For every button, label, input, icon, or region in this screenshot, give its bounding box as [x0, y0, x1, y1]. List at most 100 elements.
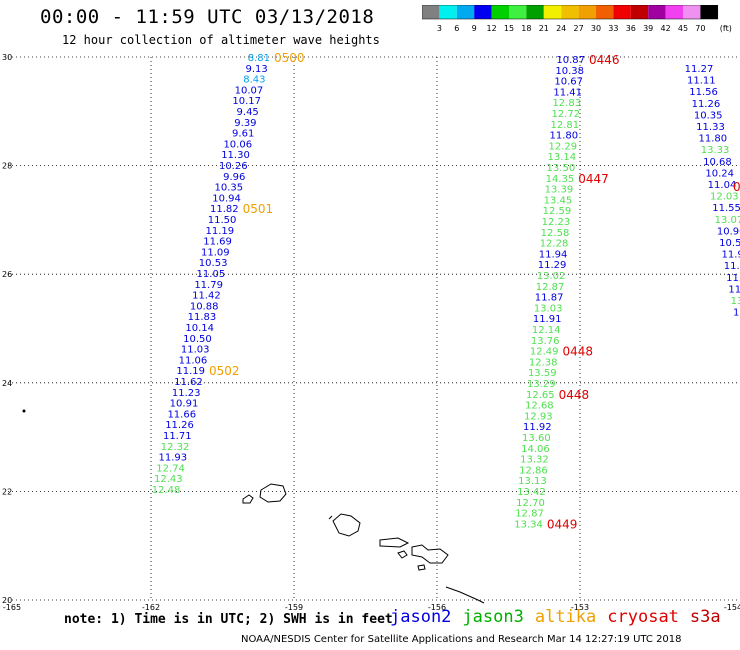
- swh-value: 13.14: [548, 152, 577, 163]
- swh-value: 10.90: [717, 226, 740, 237]
- swh-value: 13.39: [545, 185, 574, 196]
- colorbar-swatch: [491, 5, 509, 19]
- colorbar-swatch: [456, 5, 475, 19]
- swh-value: 11.93: [158, 453, 187, 464]
- time-marker: 0502: [209, 364, 240, 378]
- swh-value: 11.80: [698, 134, 727, 145]
- swh-value: 12.59: [543, 206, 572, 217]
- lat-lon-grid: [8, 56, 737, 601]
- island-kahoolawe: [417, 564, 426, 571]
- swh-value: 11.03: [181, 345, 210, 356]
- swh-value: 11.69: [203, 237, 232, 248]
- swh-value: 12.23: [542, 217, 571, 228]
- swh-value: 11.92: [523, 422, 552, 433]
- swh-value: 12.74: [156, 463, 185, 474]
- colorbar-tick: 70: [695, 24, 705, 33]
- time-marker: 0501: [243, 202, 274, 216]
- swh-value: 11.90: [726, 273, 740, 284]
- swh-value: 13.76: [531, 336, 560, 347]
- colorbar-swatch: [561, 5, 579, 19]
- island-molokai: [379, 537, 410, 548]
- colorbar-tick: 42: [661, 24, 671, 33]
- swh-value: 10.68: [703, 157, 732, 168]
- legend-jason3: jason3: [462, 607, 524, 627]
- swh-value: 12.32: [161, 442, 190, 453]
- colorbar-swatch: [630, 5, 649, 19]
- colorbar-swatch: [683, 5, 701, 19]
- swh-value: 10.14: [185, 323, 214, 334]
- x-tick-label: -162: [142, 603, 160, 612]
- axis-tick-labels: -165 -162 -159 -156 -153 -154 30 28 26 24 22 20: [2, 53, 740, 612]
- y-tick-label: 26: [2, 270, 12, 279]
- swh-value: 11.33: [696, 122, 725, 133]
- swh-value: 12.29: [549, 141, 578, 152]
- swh-value: 10.67: [554, 77, 583, 88]
- colorbar-tick: 33: [608, 24, 618, 33]
- colorbar-swatch: [613, 5, 631, 19]
- swh-value: 11.29: [538, 260, 567, 271]
- swh-value: 12.58: [541, 228, 570, 239]
- swh-value: 13.59: [528, 368, 557, 379]
- swh-value: 11.42: [192, 291, 221, 302]
- colorbar-tick: 15: [504, 24, 514, 33]
- colorbar-tick: 24: [556, 24, 566, 33]
- swh-value: 12.28: [540, 239, 569, 250]
- legend-cryosat: cryosat: [607, 607, 679, 627]
- colorbar-tick: 30: [591, 24, 601, 33]
- swh-value: 12.93: [524, 411, 553, 422]
- footnote: note: 1) Time is in UTC; 2) SWH is in fe…: [64, 612, 393, 627]
- colorbar-tick: 36: [626, 24, 636, 33]
- y-tick-label: 20: [2, 596, 12, 605]
- swh-value: 11.80: [549, 131, 578, 142]
- swh-value: 11.94: [721, 250, 740, 261]
- swh-value: 11.87: [535, 293, 564, 304]
- island-hawaii: [445, 586, 485, 604]
- swh-value: 9.61: [232, 129, 254, 140]
- swh-value: 11.11: [687, 76, 716, 87]
- colorbar-unit: (ft): [720, 24, 732, 33]
- swh-value: 8.43: [243, 75, 265, 86]
- swh-value: 12.70: [516, 498, 545, 509]
- swh-value: 9.96: [223, 172, 245, 183]
- swh-value: 11.66: [167, 409, 196, 420]
- swh-value: 13.32: [520, 455, 549, 466]
- colorbar-swatch: [422, 5, 440, 19]
- swh-value: 8.81: [248, 53, 270, 64]
- x-tick-label: -159: [285, 603, 303, 612]
- swh-value: 11.83: [188, 312, 217, 323]
- swh-value: 11.62: [174, 377, 203, 388]
- swh-value: 13.13: [518, 476, 547, 487]
- swh-value: 11.40: [724, 261, 740, 272]
- satellite-legend: jason2 jason3 altika cryosat s3a: [390, 607, 732, 627]
- swh-value: 11.19: [176, 366, 205, 377]
- colorbar-swatch: [439, 5, 457, 19]
- colorbar-frame: [422, 5, 719, 20]
- swh-value: 11.55: [712, 203, 740, 214]
- swh-value: 10.17: [232, 96, 261, 107]
- swh-value: 12.48: [152, 485, 181, 496]
- swh-value: 12.72: [551, 109, 580, 120]
- swh-value: 13.60: [522, 433, 551, 444]
- x-tick-label: -156: [428, 603, 446, 612]
- swh-value: 10.88: [190, 301, 219, 312]
- x-tick-label: -154: [724, 603, 740, 612]
- swh-value: 9.45: [237, 107, 259, 118]
- swh-value: 11.27: [685, 64, 714, 75]
- swh-value: 11.26: [692, 99, 721, 110]
- swh-value: 13.00: [731, 296, 740, 307]
- swh-value: 12.38: [529, 357, 558, 368]
- swh-value: 13.50: [547, 163, 576, 174]
- island-maui: [411, 544, 449, 564]
- swh-value: 12.49: [530, 347, 559, 358]
- swh-value: 10.91: [170, 399, 199, 410]
- swh-value: 11.20: [733, 308, 740, 319]
- time-marker-clipped: 0: [733, 180, 740, 194]
- swh-value: 11.04: [708, 180, 737, 191]
- hawaii-islands: [22, 409, 485, 604]
- colorbar-tick: 45: [678, 24, 688, 33]
- swh-value: 10.87: [556, 55, 585, 66]
- swh-value: 10.50: [719, 238, 740, 249]
- time-marker: 0446: [589, 53, 620, 67]
- chart-subtitle: 12 hour collection of altimeter wave hei…: [62, 33, 380, 47]
- swh-value: 13.45: [544, 195, 573, 206]
